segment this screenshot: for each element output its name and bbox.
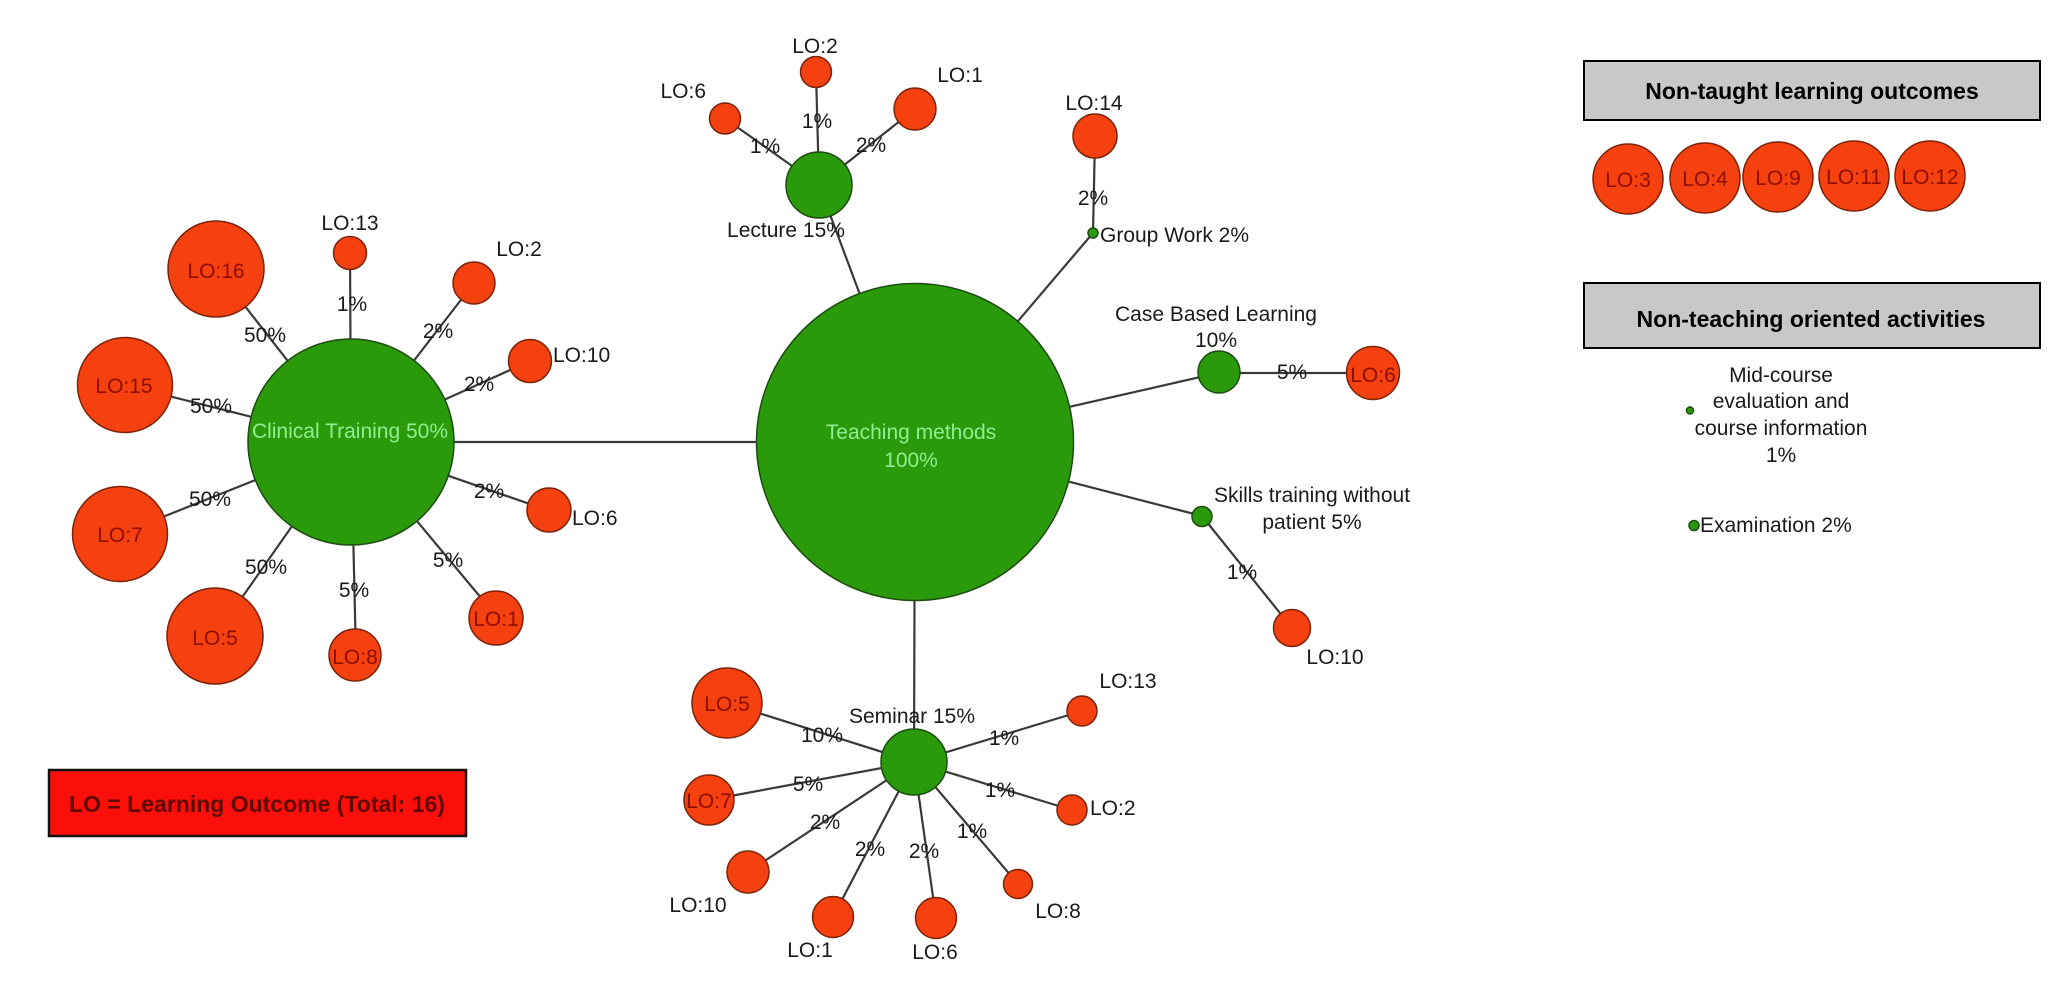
svg-text:2%: 2%: [810, 811, 840, 834]
svg-text:LO:15: LO:15: [95, 375, 152, 398]
svg-text:LO:9: LO:9: [1755, 167, 1801, 190]
svg-text:LO:5: LO:5: [704, 693, 750, 716]
svg-text:LO:5: LO:5: [192, 627, 238, 650]
svg-text:LO:1: LO:1: [473, 608, 519, 631]
svg-text:Clinical Training 50%: Clinical Training 50%: [252, 420, 448, 443]
svg-text:LO:12: LO:12: [1901, 166, 1958, 189]
svg-text:1%: 1%: [957, 820, 987, 843]
svg-text:2%: 2%: [855, 838, 885, 861]
svg-text:50%: 50%: [190, 395, 232, 418]
svg-text:1%: 1%: [750, 135, 780, 158]
svg-text:1%: 1%: [1766, 444, 1796, 467]
svg-text:50%: 50%: [189, 488, 231, 511]
svg-text:LO:13: LO:13: [1099, 670, 1156, 693]
svg-text:Skills training without: Skills training without: [1214, 484, 1410, 507]
svg-text:LO:2: LO:2: [1090, 797, 1136, 820]
svg-text:5%: 5%: [433, 549, 463, 572]
svg-text:LO:10: LO:10: [1306, 646, 1363, 669]
svg-text:LO:10: LO:10: [553, 344, 610, 367]
svg-text:1%: 1%: [985, 779, 1015, 802]
svg-text:10%: 10%: [1195, 329, 1237, 352]
svg-text:LO:3: LO:3: [1605, 169, 1651, 192]
svg-text:50%: 50%: [244, 324, 286, 347]
svg-text:1%: 1%: [337, 293, 367, 316]
svg-text:5%: 5%: [1277, 361, 1307, 384]
svg-text:LO:16: LO:16: [187, 260, 244, 283]
svg-text:Case Based Learning: Case Based Learning: [1115, 303, 1317, 326]
svg-text:course information: course information: [1695, 417, 1868, 440]
svg-text:10%: 10%: [801, 724, 843, 747]
svg-text:Seminar 15%: Seminar 15%: [849, 705, 975, 728]
svg-text:LO:2: LO:2: [496, 238, 542, 261]
svg-text:5%: 5%: [793, 773, 823, 796]
svg-text:LO:6: LO:6: [660, 80, 706, 103]
svg-text:2%: 2%: [423, 320, 453, 343]
svg-text:50%: 50%: [245, 556, 287, 579]
svg-text:5%: 5%: [339, 579, 369, 602]
svg-text:LO:1: LO:1: [787, 939, 833, 962]
svg-text:2%: 2%: [856, 134, 886, 157]
svg-text:1%: 1%: [802, 110, 832, 133]
svg-text:LO:8: LO:8: [332, 646, 378, 669]
svg-text:LO = Learning Outcome (Total:: LO = Learning Outcome (Total: 16): [69, 791, 445, 817]
svg-text:LO:4: LO:4: [1682, 168, 1728, 191]
svg-text:Teaching methods: Teaching methods: [826, 421, 996, 444]
svg-text:2%: 2%: [1078, 187, 1108, 210]
svg-text:patient 5%: patient 5%: [1262, 511, 1361, 534]
svg-text:LO:8: LO:8: [1035, 900, 1081, 923]
svg-text:2%: 2%: [909, 840, 939, 863]
svg-text:LO:6: LO:6: [1350, 364, 1396, 387]
svg-text:Mid-course: Mid-course: [1729, 364, 1833, 387]
svg-text:LO:7: LO:7: [686, 790, 732, 813]
svg-text:LO:6: LO:6: [572, 507, 618, 530]
svg-text:1%: 1%: [1227, 561, 1257, 584]
svg-text:LO:6: LO:6: [912, 941, 958, 964]
svg-text:LO:11: LO:11: [1826, 166, 1882, 189]
svg-text:Non-teaching oriented activiti: Non-teaching oriented activities: [1637, 306, 1986, 332]
svg-text:LO:10: LO:10: [669, 894, 726, 917]
svg-text:Non-taught learning outcomes: Non-taught learning outcomes: [1645, 78, 1979, 104]
svg-text:evaluation and: evaluation and: [1713, 390, 1850, 413]
svg-text:2%: 2%: [464, 373, 494, 396]
svg-text:1%: 1%: [989, 727, 1019, 750]
svg-text:Group Work 2%: Group Work 2%: [1100, 224, 1249, 247]
svg-text:LO:13: LO:13: [321, 212, 378, 235]
svg-text:2%: 2%: [474, 480, 504, 503]
svg-text:100%: 100%: [884, 449, 938, 472]
svg-text:LO:2: LO:2: [792, 35, 838, 58]
svg-text:LO:1: LO:1: [937, 64, 983, 87]
svg-text:Lecture 15%: Lecture 15%: [727, 219, 845, 242]
svg-text:LO:7: LO:7: [97, 524, 143, 547]
svg-text:LO:14: LO:14: [1065, 92, 1123, 115]
svg-text:Examination 2%: Examination 2%: [1700, 514, 1852, 537]
